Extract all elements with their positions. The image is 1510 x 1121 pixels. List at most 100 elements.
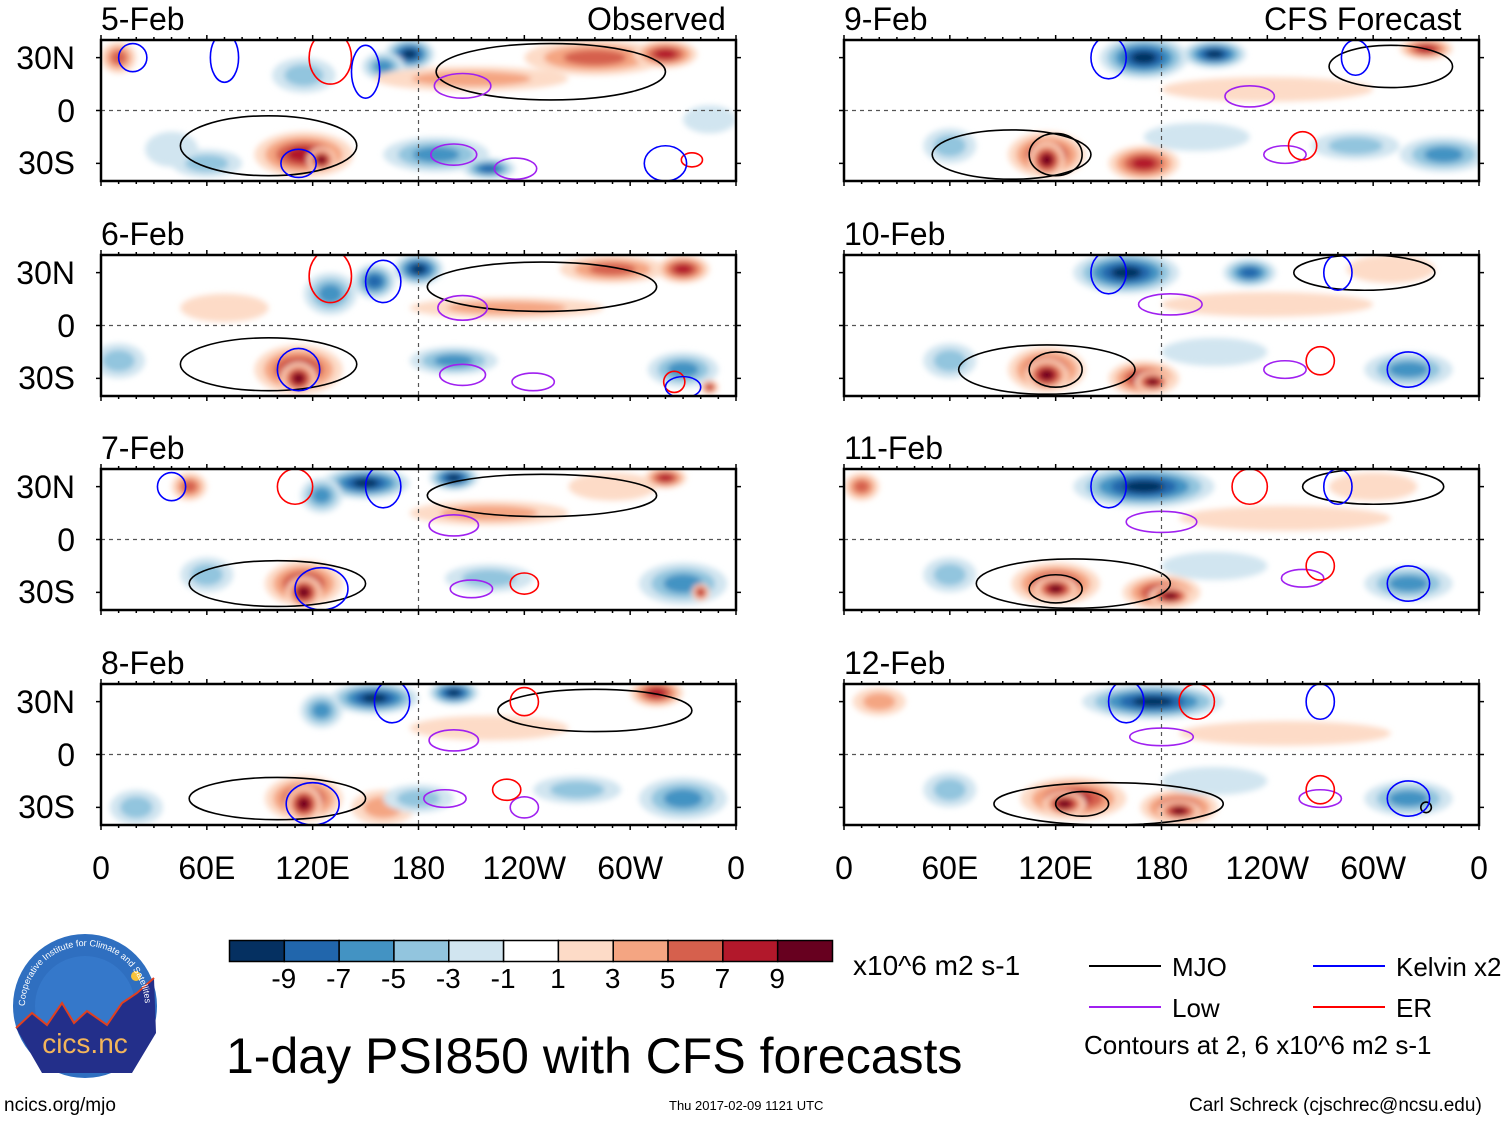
anomaly-fill — [402, 49, 417, 59]
legend-line-r — [1313, 1006, 1385, 1008]
contour-b — [643, 144, 688, 181]
contour-k — [1328, 44, 1454, 89]
contour-p — [509, 796, 540, 819]
anomaly-fill — [933, 778, 967, 801]
contour-p — [493, 157, 538, 181]
legend-label: MJO — [1172, 952, 1227, 982]
colorbar-label: -3 — [435, 963, 461, 994]
colorbar-label: 7 — [714, 963, 731, 994]
colorbar-label: -7 — [326, 963, 352, 994]
lat-label: 30N — [16, 254, 75, 291]
anomaly-fill — [1040, 370, 1053, 380]
map-panel-12-Feb — [839, 679, 1484, 830]
contour-p — [422, 788, 467, 809]
legend-line-k — [1089, 965, 1161, 967]
anomaly-fill — [1424, 146, 1464, 163]
anomaly-fill — [1328, 137, 1383, 155]
anomaly-fill — [312, 702, 331, 719]
contour-k — [957, 344, 1136, 396]
lat-label: 30S — [18, 145, 75, 182]
anomaly-fill — [663, 574, 703, 593]
colorbar-label: -5 — [381, 963, 406, 994]
contour-b — [280, 148, 317, 179]
contour-k — [179, 337, 358, 392]
anomaly-fill — [318, 284, 343, 304]
anomaly-fill — [1346, 255, 1435, 284]
contour-p — [438, 363, 487, 387]
contour-k — [497, 688, 693, 733]
footer-author: Carl Schreck (cjschrec@ncsu.edu) — [1189, 1095, 1482, 1116]
contour-p — [1263, 359, 1307, 380]
anomaly-fill — [1179, 506, 1391, 531]
contour-k — [435, 42, 667, 101]
colorbar-swatch — [612, 939, 669, 963]
lon-label: 60W — [597, 850, 664, 886]
map-panel-7-Feb — [96, 464, 741, 615]
contour-b — [1107, 684, 1145, 724]
contour-b — [1322, 255, 1353, 292]
contour-p — [1298, 788, 1343, 809]
contour-k — [188, 776, 367, 821]
contour-k — [1301, 469, 1445, 506]
lat-label: 30N — [16, 683, 75, 720]
forecast-header: CFS Forecast — [1264, 1, 1462, 37]
colorbar-swatch — [722, 939, 779, 963]
panel-date: 8-Feb — [101, 645, 185, 681]
anomaly-fill — [190, 563, 224, 586]
contour-k — [1028, 132, 1083, 177]
contour-p — [437, 294, 489, 322]
colorbar-swatch — [393, 939, 450, 963]
contour-p — [428, 729, 480, 752]
colorbar-label: 9 — [769, 963, 785, 994]
contour-r — [308, 255, 353, 304]
anomaly-fill — [1179, 721, 1391, 746]
lon-label: 120E — [1018, 850, 1094, 886]
anomaly-fill — [446, 474, 461, 482]
colorbar-swatch — [667, 939, 724, 963]
contour-r — [680, 151, 704, 168]
contour-k — [188, 559, 367, 608]
anomaly-fill — [298, 587, 309, 597]
anomaly-fill — [1388, 575, 1429, 592]
anomaly-fill — [654, 49, 677, 60]
contour-r — [1178, 684, 1216, 721]
anomaly-fill — [853, 480, 870, 493]
contour-b — [664, 375, 702, 396]
contour-b — [276, 347, 321, 392]
contour-note: Contours at 2, 6 x10^6 m2 s-1 — [1084, 1030, 1432, 1060]
colorbar-label: -9 — [271, 963, 297, 994]
contour-b — [1322, 469, 1353, 506]
lat-label: 30N — [16, 468, 75, 505]
footer-timestamp: Thu 2017-02-09 1121 UTC — [669, 1098, 824, 1113]
contour-p — [1263, 144, 1307, 165]
figure-title: 1-day PSI850 with CFS forecasts — [226, 1028, 963, 1084]
legend-line-p — [1089, 1006, 1161, 1008]
anomaly-fill — [1164, 592, 1177, 599]
contour-r — [509, 686, 540, 717]
colorbar-swatch — [776, 939, 834, 963]
contour-b — [1305, 684, 1336, 721]
footer-url[interactable]: ncics.org/mjo — [4, 1095, 116, 1116]
map-panel-9-Feb — [839, 35, 1484, 186]
lon-label: 0 — [835, 850, 853, 886]
lat-label: 30S — [18, 574, 75, 611]
anomaly-fill — [317, 156, 326, 164]
lat-label: 30S — [18, 360, 75, 397]
lon-label: 60E — [921, 850, 979, 886]
contour-b — [1090, 255, 1128, 295]
anomaly-fill — [1161, 766, 1268, 796]
anomaly-fill — [1049, 585, 1062, 593]
lat-label: 0 — [57, 521, 75, 558]
anomaly-fill — [706, 384, 713, 390]
panel-date: 7-Feb — [101, 430, 185, 466]
legend-label: ER — [1396, 993, 1433, 1023]
lon-label: 120W — [1225, 850, 1310, 886]
colorbar-swatch — [557, 939, 614, 963]
anomaly-fill — [411, 71, 532, 87]
anomaly-fill — [367, 275, 382, 288]
lon-label: 0 — [1470, 850, 1488, 886]
colorbar — [228, 939, 834, 963]
anomaly-fill — [1388, 790, 1429, 807]
lat-label: 0 — [57, 736, 75, 773]
anomaly-fill — [1205, 50, 1224, 59]
